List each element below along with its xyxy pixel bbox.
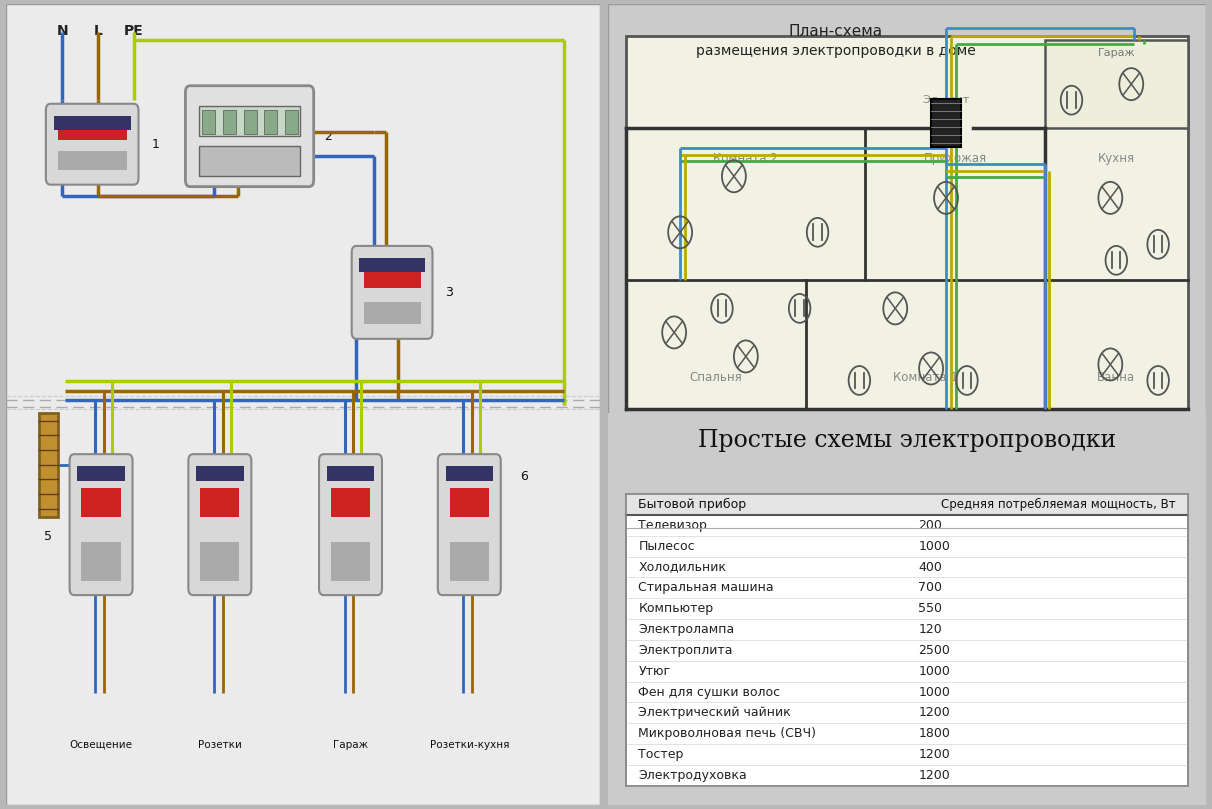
Text: Прихожая: Прихожая — [924, 152, 987, 165]
Bar — [81, 542, 121, 581]
Text: Спальня: Спальня — [690, 371, 743, 384]
Text: Простые схемы электропроводки: Простые схемы электропроводки — [698, 429, 1116, 451]
Text: Розетки-кухня: Розетки-кухня — [429, 740, 509, 750]
Bar — [364, 302, 421, 324]
Bar — [360, 258, 424, 273]
Bar — [200, 489, 240, 517]
Text: 1200: 1200 — [919, 748, 950, 761]
Text: 6: 6 — [520, 470, 527, 483]
FancyBboxPatch shape — [438, 454, 501, 595]
FancyBboxPatch shape — [351, 246, 433, 339]
Text: 1: 1 — [152, 138, 160, 150]
Text: L: L — [93, 24, 103, 38]
Bar — [608, 413, 1206, 805]
Bar — [1045, 40, 1188, 128]
Text: 2: 2 — [324, 129, 332, 142]
Text: Ванна: Ванна — [1097, 371, 1136, 384]
Bar — [450, 489, 488, 517]
Text: Кухня: Кухня — [1098, 152, 1134, 165]
Bar — [264, 110, 278, 133]
FancyBboxPatch shape — [319, 454, 382, 595]
Bar — [58, 151, 126, 170]
Text: 3: 3 — [446, 286, 453, 299]
Text: Стиральная машина: Стиральная машина — [639, 582, 774, 595]
Bar — [627, 494, 1188, 515]
FancyBboxPatch shape — [185, 86, 314, 187]
Bar — [627, 494, 1188, 786]
Text: 4: 4 — [48, 486, 57, 499]
Text: 200: 200 — [919, 519, 942, 532]
Text: Микроволновая печь (СВЧ): Микроволновая печь (СВЧ) — [639, 727, 817, 740]
Bar — [244, 110, 257, 133]
Bar — [331, 542, 370, 581]
FancyBboxPatch shape — [46, 104, 138, 184]
Text: 5: 5 — [44, 530, 52, 543]
Text: Электролампа: Электролампа — [639, 623, 734, 636]
Bar — [446, 466, 493, 481]
Text: Эл. щит: Эл. щит — [922, 94, 970, 104]
Text: Компьютер: Компьютер — [639, 602, 714, 615]
Text: 120: 120 — [919, 623, 942, 636]
Text: 1000: 1000 — [919, 685, 950, 698]
Text: 700: 700 — [919, 582, 943, 595]
Text: Тостер: Тостер — [639, 748, 684, 761]
FancyBboxPatch shape — [69, 454, 132, 595]
Text: Бытовой прибор: Бытовой прибор — [639, 498, 747, 511]
Text: План-схема: План-схема — [789, 24, 882, 39]
Text: Электроплита: Электроплита — [639, 644, 733, 657]
Text: Фен для сушки волос: Фен для сушки волос — [639, 685, 781, 698]
Bar — [450, 542, 488, 581]
Text: Гараж: Гараж — [333, 740, 368, 750]
Text: 1000: 1000 — [919, 665, 950, 678]
Bar — [202, 110, 215, 133]
Text: 400: 400 — [919, 561, 942, 574]
Text: 1200: 1200 — [919, 706, 950, 719]
Text: Освещение: Освещение — [69, 740, 132, 750]
Text: 2500: 2500 — [919, 644, 950, 657]
Bar — [196, 466, 244, 481]
Text: 550: 550 — [919, 602, 943, 615]
Bar — [327, 466, 375, 481]
Text: Розетки: Розетки — [198, 740, 242, 750]
Text: N: N — [57, 24, 68, 38]
Bar — [364, 273, 421, 288]
Bar — [199, 146, 301, 176]
Bar — [78, 466, 125, 481]
Text: Телевизор: Телевизор — [639, 519, 707, 532]
Text: Электродуховка: Электродуховка — [639, 769, 747, 781]
Text: PE: PE — [124, 24, 143, 38]
Bar — [223, 110, 236, 133]
Text: Средняя потребляемая мощность, Вт: Средняя потребляемая мощность, Вт — [942, 498, 1176, 511]
Bar — [627, 36, 1188, 409]
Bar — [58, 126, 126, 140]
Text: размещения электропроводки в доме: размещения электропроводки в доме — [696, 44, 976, 58]
Text: Пылесос: Пылесос — [639, 540, 694, 553]
Bar — [627, 494, 1188, 786]
Text: Комната 2: Комната 2 — [714, 152, 778, 165]
Bar — [331, 489, 370, 517]
Text: 1800: 1800 — [919, 727, 950, 740]
Text: 1000: 1000 — [919, 540, 950, 553]
Bar — [81, 489, 121, 517]
Text: Гараж: Гараж — [1098, 48, 1136, 58]
FancyBboxPatch shape — [188, 454, 251, 595]
Bar — [200, 542, 240, 581]
Bar — [53, 116, 131, 130]
Text: Утюг: Утюг — [639, 665, 670, 678]
Bar — [285, 110, 298, 133]
Text: Комната 1: Комната 1 — [893, 371, 957, 384]
Bar — [931, 99, 961, 146]
Text: Холодильник: Холодильник — [639, 561, 726, 574]
Bar — [199, 106, 301, 136]
Text: 1200: 1200 — [919, 769, 950, 781]
Text: Электрический чайник: Электрический чайник — [639, 706, 791, 719]
Bar — [39, 413, 58, 517]
